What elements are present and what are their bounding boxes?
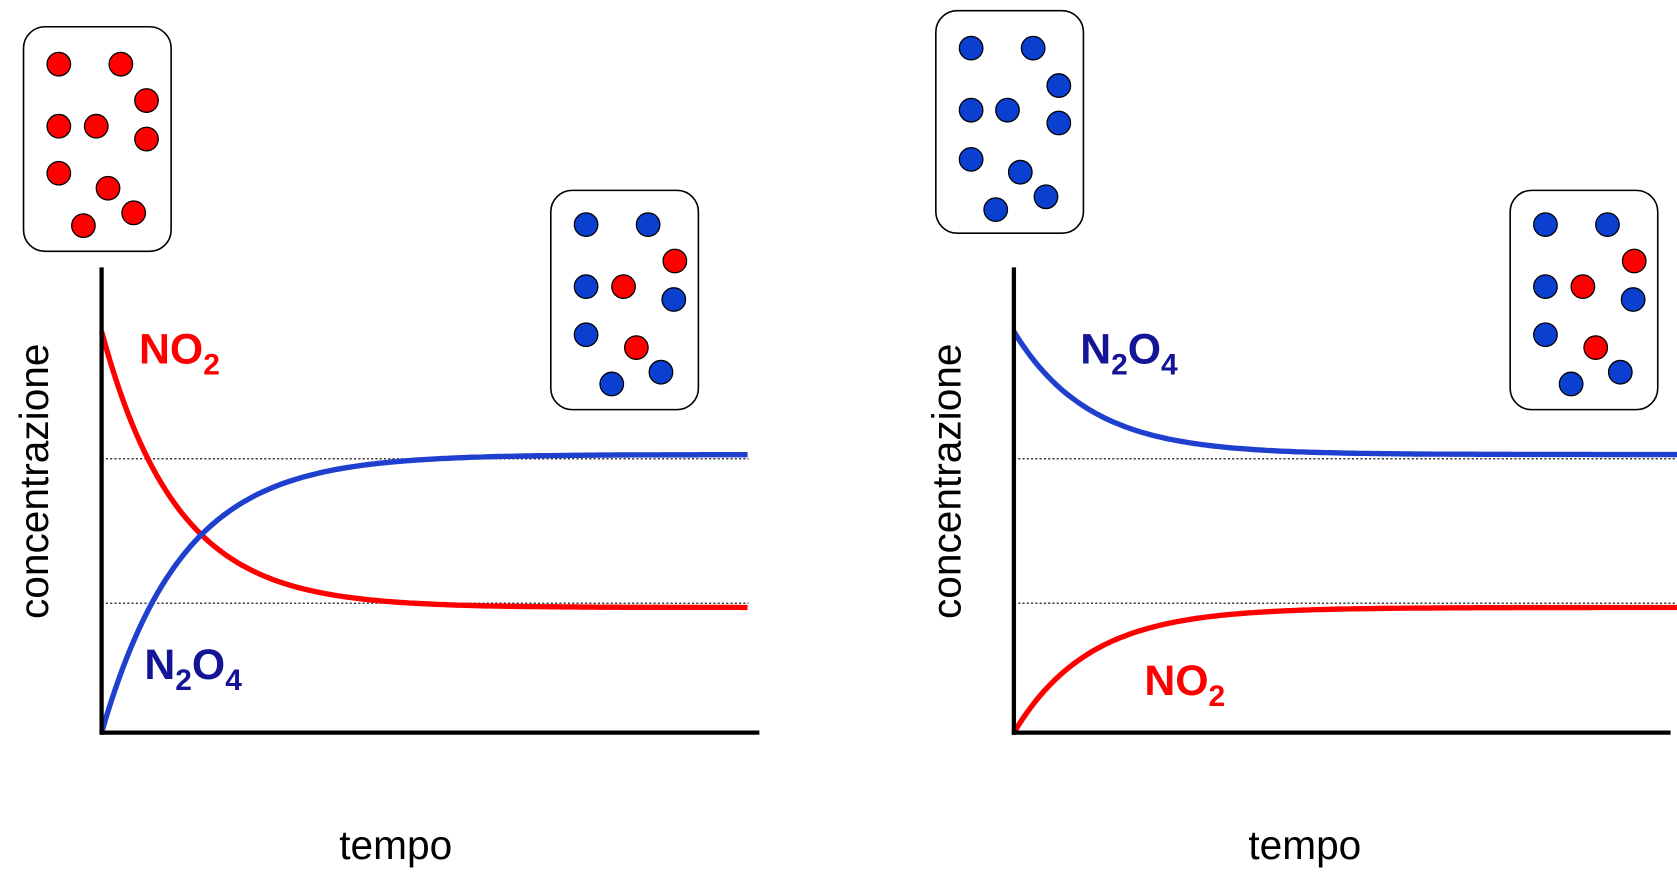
molecule	[1047, 74, 1071, 98]
molecule	[663, 249, 687, 273]
molecule-box	[1510, 190, 1658, 409]
molecule	[1584, 336, 1608, 360]
label-part: 2	[203, 348, 220, 381]
molecule-box	[936, 11, 1084, 233]
x-axis-label: tempo	[339, 822, 452, 868]
label-part: NO	[139, 326, 203, 374]
molecule	[135, 89, 159, 113]
label-part: O	[1128, 326, 1161, 374]
molecule	[84, 114, 108, 138]
molecule	[1621, 288, 1645, 312]
molecule	[96, 176, 120, 200]
molecule-box	[24, 27, 172, 252]
molecule	[1609, 360, 1633, 384]
curve-label: N2O4	[144, 641, 242, 697]
molecule	[600, 372, 624, 396]
molecule	[135, 127, 159, 151]
concentration-curve	[102, 455, 748, 733]
label-part: O	[192, 641, 225, 689]
label-part: NO	[1144, 657, 1208, 705]
molecule	[1571, 275, 1595, 299]
molecule	[1034, 185, 1058, 209]
y-axis-label: concentrazione	[11, 344, 57, 620]
curve-label: N2O4	[1080, 326, 1178, 382]
molecule	[959, 98, 983, 122]
label-part: 4	[1161, 348, 1178, 381]
label-part: 2	[1209, 680, 1226, 713]
page: {"panels": [ {"y_label": "concentrazione…	[0, 0, 1677, 869]
molecule	[1534, 213, 1558, 237]
concentration-curve	[1014, 607, 1677, 732]
molecule	[996, 98, 1020, 122]
x-axis-label: tempo	[1248, 822, 1361, 868]
diagram: NO2N2O4concentrazionetempoN2O4NO2concent…	[0, 0, 1677, 869]
molecule	[649, 360, 673, 384]
molecule	[984, 198, 1008, 222]
curve-label: NO2	[139, 326, 220, 382]
molecule	[662, 288, 686, 312]
molecule-box	[551, 190, 699, 409]
molecule	[574, 275, 598, 299]
molecule	[625, 336, 649, 360]
molecule	[574, 213, 598, 237]
molecule	[1622, 249, 1646, 273]
y-axis-label: concentrazione	[923, 344, 969, 620]
molecule	[1534, 275, 1558, 299]
molecule	[574, 323, 598, 347]
label-part: N	[1080, 326, 1111, 374]
molecule	[612, 275, 636, 299]
molecule	[72, 214, 96, 238]
molecule	[1047, 111, 1071, 135]
molecule	[959, 36, 983, 60]
curve-label: NO2	[1144, 657, 1225, 713]
molecule	[1534, 323, 1558, 347]
label-part: 4	[225, 664, 242, 697]
molecule	[1559, 372, 1583, 396]
molecule	[1021, 36, 1045, 60]
molecule	[47, 162, 71, 186]
molecule	[122, 201, 146, 225]
molecule	[1596, 213, 1620, 237]
molecule	[47, 114, 71, 138]
molecule	[47, 52, 71, 76]
molecule	[109, 52, 133, 76]
molecule	[959, 148, 983, 172]
label-part: 2	[1111, 348, 1128, 381]
label-part: N	[144, 641, 175, 689]
molecule	[1009, 160, 1033, 184]
molecule	[636, 213, 660, 237]
label-part: 2	[175, 664, 192, 697]
